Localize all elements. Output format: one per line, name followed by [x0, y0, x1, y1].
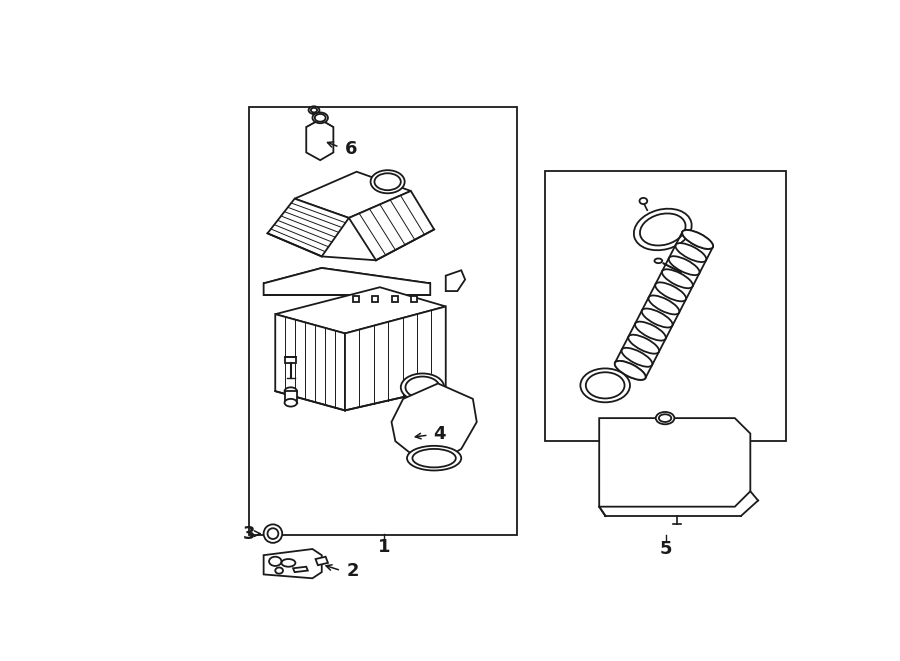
Bar [545, 171, 786, 441]
Polygon shape [411, 295, 417, 302]
Ellipse shape [659, 414, 671, 422]
Ellipse shape [654, 258, 662, 263]
Text: 1: 1 [377, 539, 390, 557]
Ellipse shape [675, 243, 706, 262]
Bar [248, 107, 518, 535]
Ellipse shape [615, 361, 645, 380]
Polygon shape [316, 557, 328, 565]
Ellipse shape [284, 387, 297, 395]
Polygon shape [285, 356, 296, 363]
Ellipse shape [407, 446, 461, 471]
Ellipse shape [669, 256, 699, 275]
Ellipse shape [615, 361, 645, 380]
Text: 5: 5 [660, 540, 672, 558]
Polygon shape [264, 268, 430, 299]
Ellipse shape [649, 295, 680, 315]
Ellipse shape [374, 173, 400, 190]
Polygon shape [392, 383, 477, 461]
Polygon shape [446, 270, 465, 291]
Polygon shape [353, 295, 359, 302]
Ellipse shape [400, 373, 445, 401]
Polygon shape [345, 307, 446, 410]
Ellipse shape [267, 528, 278, 539]
Polygon shape [293, 566, 308, 572]
Ellipse shape [622, 348, 652, 367]
Ellipse shape [405, 377, 439, 398]
Ellipse shape [656, 412, 674, 424]
Ellipse shape [315, 114, 326, 122]
Ellipse shape [275, 568, 283, 574]
Polygon shape [264, 549, 322, 578]
Polygon shape [267, 199, 349, 256]
Text: 6: 6 [345, 139, 357, 157]
Polygon shape [275, 288, 446, 333]
Text: 3: 3 [243, 525, 256, 543]
Ellipse shape [282, 559, 295, 566]
Ellipse shape [586, 372, 625, 399]
Ellipse shape [309, 106, 320, 114]
Ellipse shape [310, 108, 317, 112]
Polygon shape [294, 172, 411, 218]
Ellipse shape [312, 112, 328, 123]
Polygon shape [264, 284, 430, 295]
Ellipse shape [269, 557, 282, 566]
Ellipse shape [284, 399, 297, 407]
Ellipse shape [655, 282, 686, 301]
Polygon shape [275, 314, 345, 410]
Ellipse shape [371, 170, 405, 193]
Ellipse shape [640, 214, 686, 245]
Polygon shape [599, 418, 751, 507]
Text: 2: 2 [346, 562, 359, 580]
Polygon shape [306, 120, 333, 160]
Ellipse shape [662, 269, 693, 288]
Polygon shape [392, 295, 398, 302]
Text: 4: 4 [433, 424, 446, 442]
Ellipse shape [580, 368, 630, 403]
Ellipse shape [628, 334, 659, 354]
Ellipse shape [640, 198, 647, 204]
Ellipse shape [634, 209, 692, 251]
Ellipse shape [412, 449, 455, 467]
Polygon shape [372, 295, 378, 302]
Ellipse shape [642, 309, 672, 327]
Ellipse shape [264, 524, 283, 543]
Ellipse shape [682, 230, 713, 249]
Polygon shape [264, 268, 430, 295]
Ellipse shape [635, 322, 666, 340]
Bar [284, 391, 297, 403]
Polygon shape [349, 191, 434, 260]
Ellipse shape [682, 230, 713, 249]
